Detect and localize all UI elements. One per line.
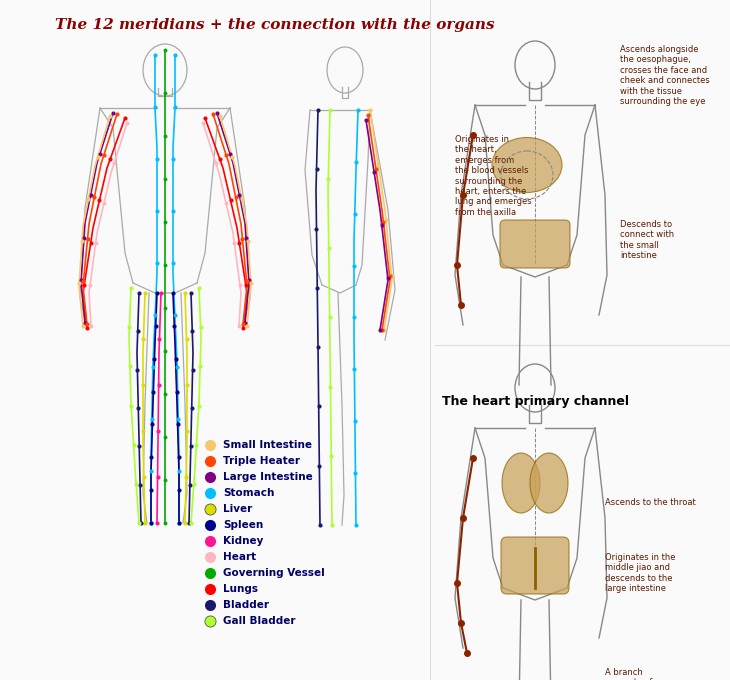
Text: Stomach: Stomach	[223, 488, 274, 498]
Text: A branch
seperates from
Liequue LU-7
and travels to
the tip of the
index finger : A branch seperates from Liequue LU-7 and…	[605, 668, 670, 680]
Ellipse shape	[530, 453, 568, 513]
Text: Governing Vessel: Governing Vessel	[223, 568, 325, 578]
Text: The heart primary channel: The heart primary channel	[442, 395, 629, 408]
Text: Lungs: Lungs	[223, 584, 258, 594]
FancyBboxPatch shape	[501, 537, 569, 594]
Text: Ascends alongside
the oesophague,
crosses the face and
cheek and connectes
with : Ascends alongside the oesophague, crosse…	[620, 45, 710, 106]
Text: Gall Bladder: Gall Bladder	[223, 616, 296, 626]
Text: Heart: Heart	[223, 552, 256, 562]
Text: Originates in the
middle jiao and
descends to the
large intestine: Originates in the middle jiao and descen…	[605, 553, 675, 593]
Text: Kidney: Kidney	[223, 536, 264, 546]
Ellipse shape	[502, 453, 540, 513]
Text: Bladder: Bladder	[223, 600, 269, 610]
Text: The 12 meridians + the connection with the organs: The 12 meridians + the connection with t…	[55, 18, 495, 32]
Ellipse shape	[492, 137, 562, 192]
Text: Originates in
the heart,
emerges from
the blood vessels
surrounding the
heart, e: Originates in the heart, emerges from th…	[455, 135, 531, 217]
Text: Descends to
connect with
the small
intestine: Descends to connect with the small intes…	[620, 220, 674, 260]
Text: Triple Heater: Triple Heater	[223, 456, 300, 466]
Text: Small Intestine: Small Intestine	[223, 440, 312, 450]
Text: Large Intestine: Large Intestine	[223, 472, 312, 482]
Text: Ascends to the throat: Ascends to the throat	[605, 498, 696, 507]
Text: Spleen: Spleen	[223, 520, 264, 530]
Text: Liver: Liver	[223, 504, 253, 514]
FancyBboxPatch shape	[500, 220, 570, 268]
